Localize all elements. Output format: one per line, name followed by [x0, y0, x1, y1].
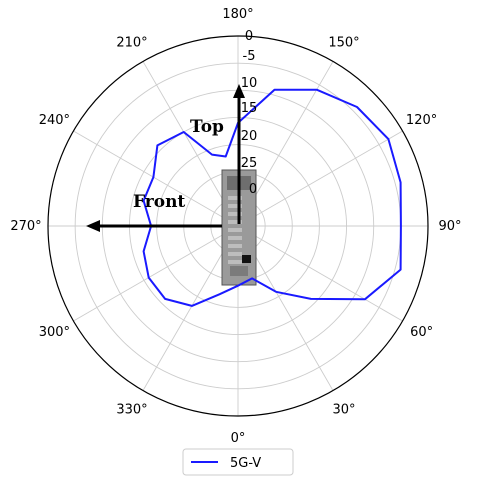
- angle-label: 270°: [10, 219, 41, 234]
- grid-spoke: [237, 130, 403, 227]
- device-vent: [228, 220, 242, 224]
- angle-label: 90°: [438, 219, 461, 234]
- orientation-arrows: Top Front: [86, 84, 245, 232]
- legend-box: [182, 448, 294, 476]
- device-slot: [230, 266, 248, 276]
- device-vent: [228, 236, 242, 240]
- angle-label: 60°: [410, 325, 433, 340]
- angle-label: 120°: [406, 113, 437, 128]
- angle-label: 240°: [39, 113, 70, 128]
- grid-spoke: [73, 225, 239, 322]
- front-label: Front: [133, 192, 185, 212]
- device-port: [242, 255, 251, 263]
- legend-label: 5G-V: [230, 456, 261, 471]
- angle-label: 300°: [39, 325, 70, 340]
- angle-label: 180°: [222, 7, 253, 22]
- radial-tick-label: 10: [241, 76, 258, 91]
- device-vent: [228, 244, 242, 248]
- polar-frame: [47, 35, 429, 417]
- angle-label: 30°: [332, 403, 355, 418]
- series-line: [142, 88, 402, 307]
- grid-spoke: [73, 130, 239, 227]
- radial-tick-label: 25: [241, 156, 258, 171]
- legend: 5G-V: [182, 448, 294, 476]
- radial-tick-label: 0: [249, 182, 257, 197]
- front-arrow-head: [86, 220, 100, 232]
- radial-tick-label: -5: [243, 49, 256, 64]
- device-vent: [228, 260, 242, 264]
- angle-label: 210°: [116, 35, 147, 50]
- top-label: Top: [190, 117, 224, 137]
- device-vent: [228, 252, 242, 256]
- angle-label: 0°: [231, 431, 246, 446]
- top-arrow-head: [233, 84, 245, 98]
- radial-tick-label: 0: [245, 29, 253, 44]
- radial-tick-label: 20: [241, 129, 258, 144]
- axis-labels: 0° 30° 60° 90° 120° 150° 180° 210° 240° 270° 300° 3…: [10, 7, 461, 446]
- angle-label: 330°: [116, 403, 147, 418]
- radial-tick-label: 15: [241, 101, 258, 116]
- device-vent: [228, 196, 242, 200]
- device-vent: [228, 204, 242, 208]
- angle-label: 150°: [328, 35, 359, 50]
- series-layer: [142, 88, 402, 307]
- device-vent: [228, 212, 242, 216]
- device-vent: [228, 228, 242, 232]
- grid-spoke: [237, 225, 403, 322]
